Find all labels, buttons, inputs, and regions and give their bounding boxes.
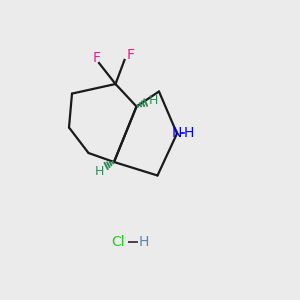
Text: F: F [93,51,101,64]
Text: H: H [138,235,148,248]
Text: N: N [172,127,182,140]
Text: H: H [149,94,158,107]
Text: H: H [183,127,194,140]
Text: Cl: Cl [111,235,124,248]
Text: H: H [95,165,104,178]
Text: F: F [127,48,135,62]
